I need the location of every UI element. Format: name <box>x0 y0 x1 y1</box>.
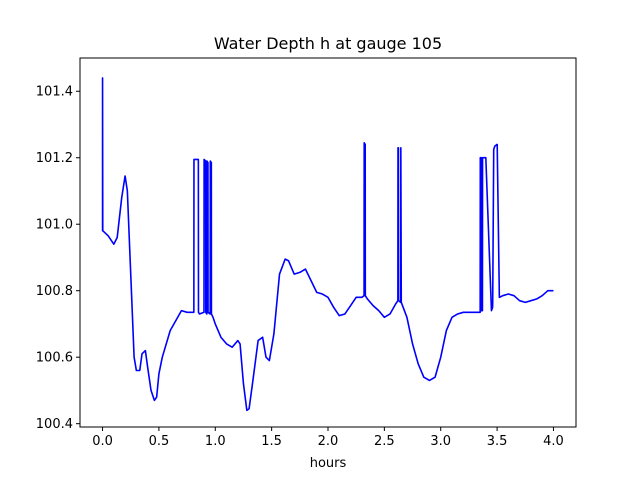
x-tick-label: 0.0 <box>92 434 113 449</box>
x-tick-label: 3.5 <box>487 434 508 449</box>
x-tick-label: 0.5 <box>149 434 170 449</box>
series-layer <box>101 77 554 412</box>
chart-title: Water Depth h at gauge 105 <box>214 34 442 53</box>
y-tick-label: 100.8 <box>36 284 73 299</box>
plot-area-background <box>80 58 576 427</box>
x-tick-label: 1.0 <box>205 434 226 449</box>
y-tick-label: 101.0 <box>36 218 73 233</box>
x-tick-label: 1.5 <box>261 434 282 449</box>
x-tick-label: 2.0 <box>318 434 339 449</box>
series-line-0 <box>101 77 554 412</box>
x-tick-label: 4.0 <box>543 434 564 449</box>
y-tick-label: 101.2 <box>36 151 73 166</box>
x-tick-label: 2.5 <box>374 434 395 449</box>
x-tick-label: 3.0 <box>430 434 451 449</box>
y-tick-label: 100.6 <box>36 351 73 366</box>
y-tick-label: 101.4 <box>36 85 73 100</box>
y-axis-ticks: 100.4 100.6 100.8 101.0 101.2 101.4 <box>36 85 80 432</box>
y-tick-label: 100.4 <box>36 417 73 432</box>
plot-frame <box>79 57 577 428</box>
x-axis-ticks: 0.0 0.5 1.0 1.5 2.0 2.5 3.0 3.5 4.0 <box>92 427 564 449</box>
x-axis-label: hours <box>310 456 347 471</box>
